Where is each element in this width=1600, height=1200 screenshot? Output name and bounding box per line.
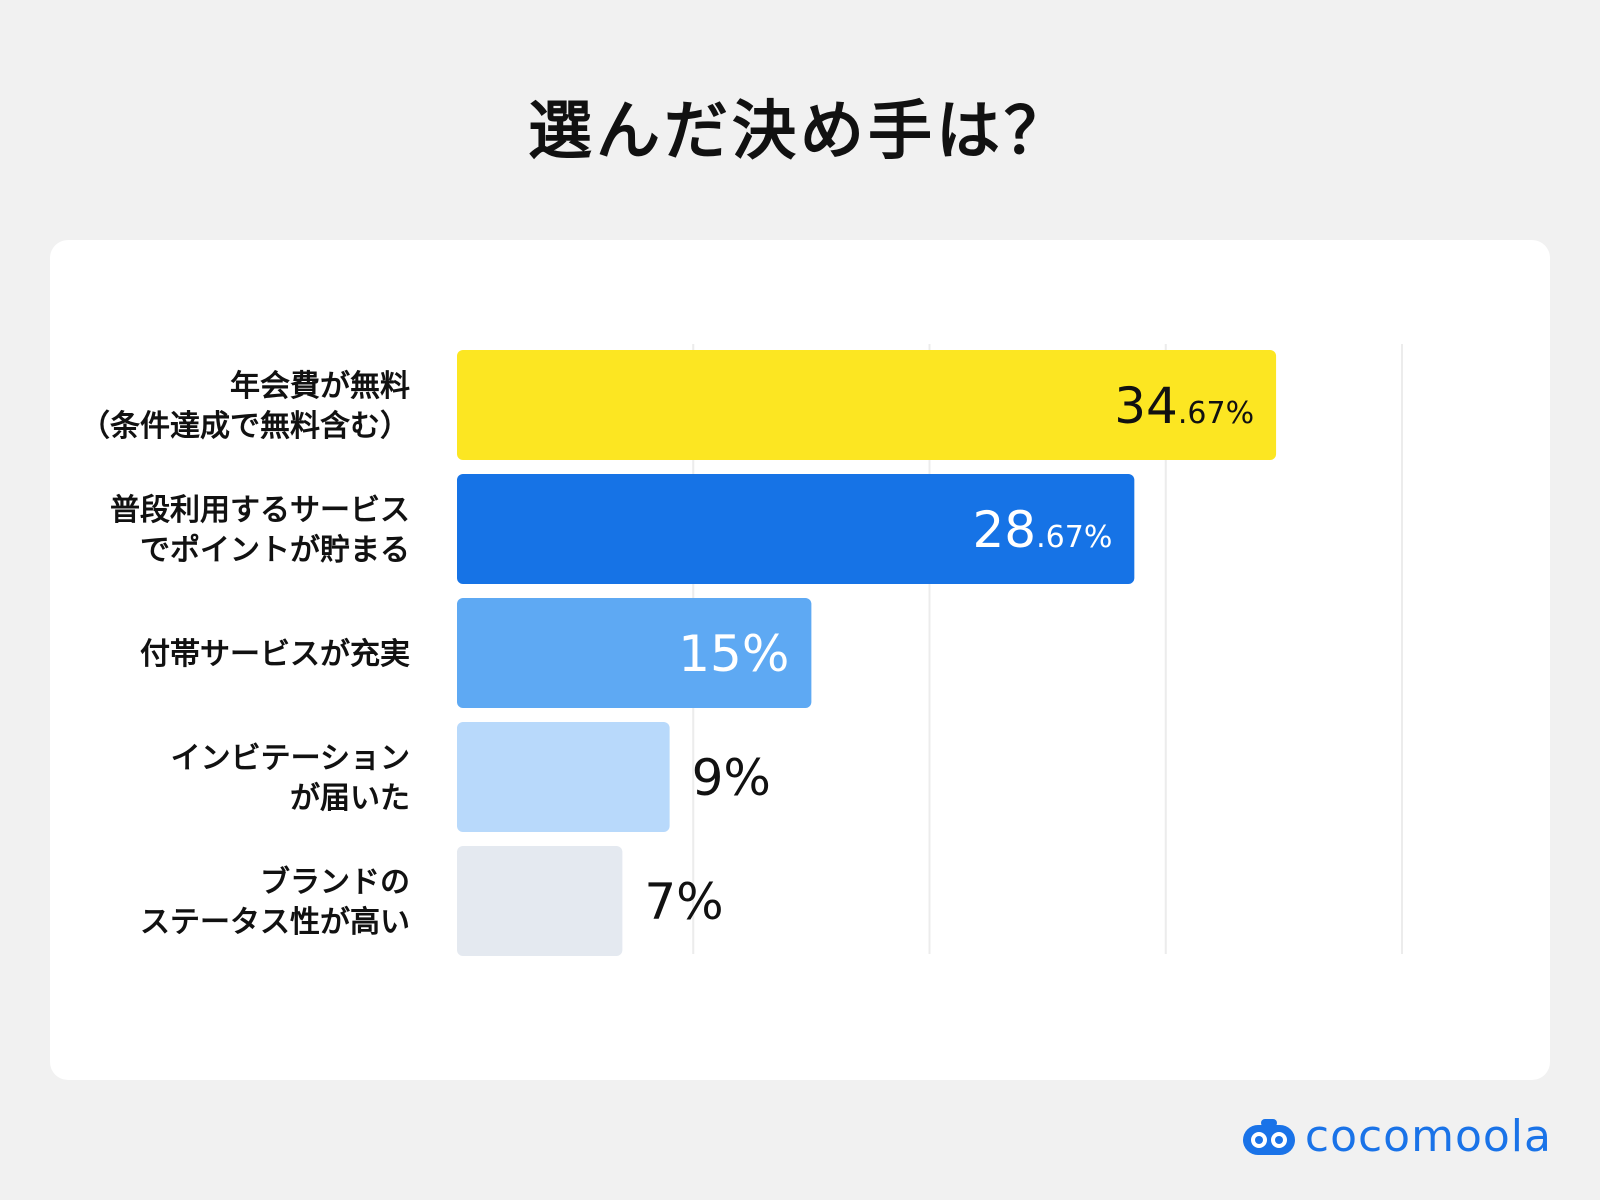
bar <box>457 474 1135 584</box>
page-title: 選んだ決め手は？ <box>528 95 1072 169</box>
category-label: （条件達成で無料含む） <box>80 409 410 444</box>
data-label: 28.67% <box>972 501 1112 559</box>
bar <box>457 350 1277 460</box>
data-label-decimal: .67% <box>1036 520 1112 555</box>
category-label: 年会費が無料 <box>230 369 410 404</box>
category-label: 普段利用するサービス <box>110 493 410 528</box>
data-label: 34.67% <box>1114 377 1254 435</box>
brand-name: cocomoola <box>1304 1111 1552 1162</box>
data-label: 7% <box>644 873 723 931</box>
bar <box>457 846 623 956</box>
data-label-decimal: .67% <box>1178 396 1254 431</box>
data-label-main: 15% <box>678 625 789 683</box>
data-label-main: 28 <box>972 501 1036 559</box>
category-label: でポイントが貯まる <box>140 533 410 568</box>
brand-logo: cocomoola <box>1241 1111 1552 1162</box>
category-label: 付帯サービスが充実 <box>140 637 410 672</box>
data-label-main: 34 <box>1114 377 1178 435</box>
data-label-main: 9% <box>692 749 771 807</box>
category-label: ブランドの <box>260 865 410 900</box>
data-label-main: 7% <box>644 873 723 931</box>
bar <box>457 722 670 832</box>
category-label: が届いた <box>290 781 410 816</box>
data-label: 9% <box>692 749 771 807</box>
bar <box>457 598 812 708</box>
category-label: ステータス性が高い <box>140 905 410 940</box>
bar-chart: 年会費が無料（条件達成で無料含む） 34.67%普段利用するサービスでポイントが貯… <box>80 344 1403 956</box>
cocomoola-logo-icon <box>1242 1118 1295 1155</box>
data-label: 15% <box>678 625 789 683</box>
category-label: インビテーション <box>171 741 410 776</box>
chart-card: 年会費が無料 （条件達成で無料含む） 34.67% 普段利用するサービス でポイントが貯… <box>50 240 1550 1080</box>
